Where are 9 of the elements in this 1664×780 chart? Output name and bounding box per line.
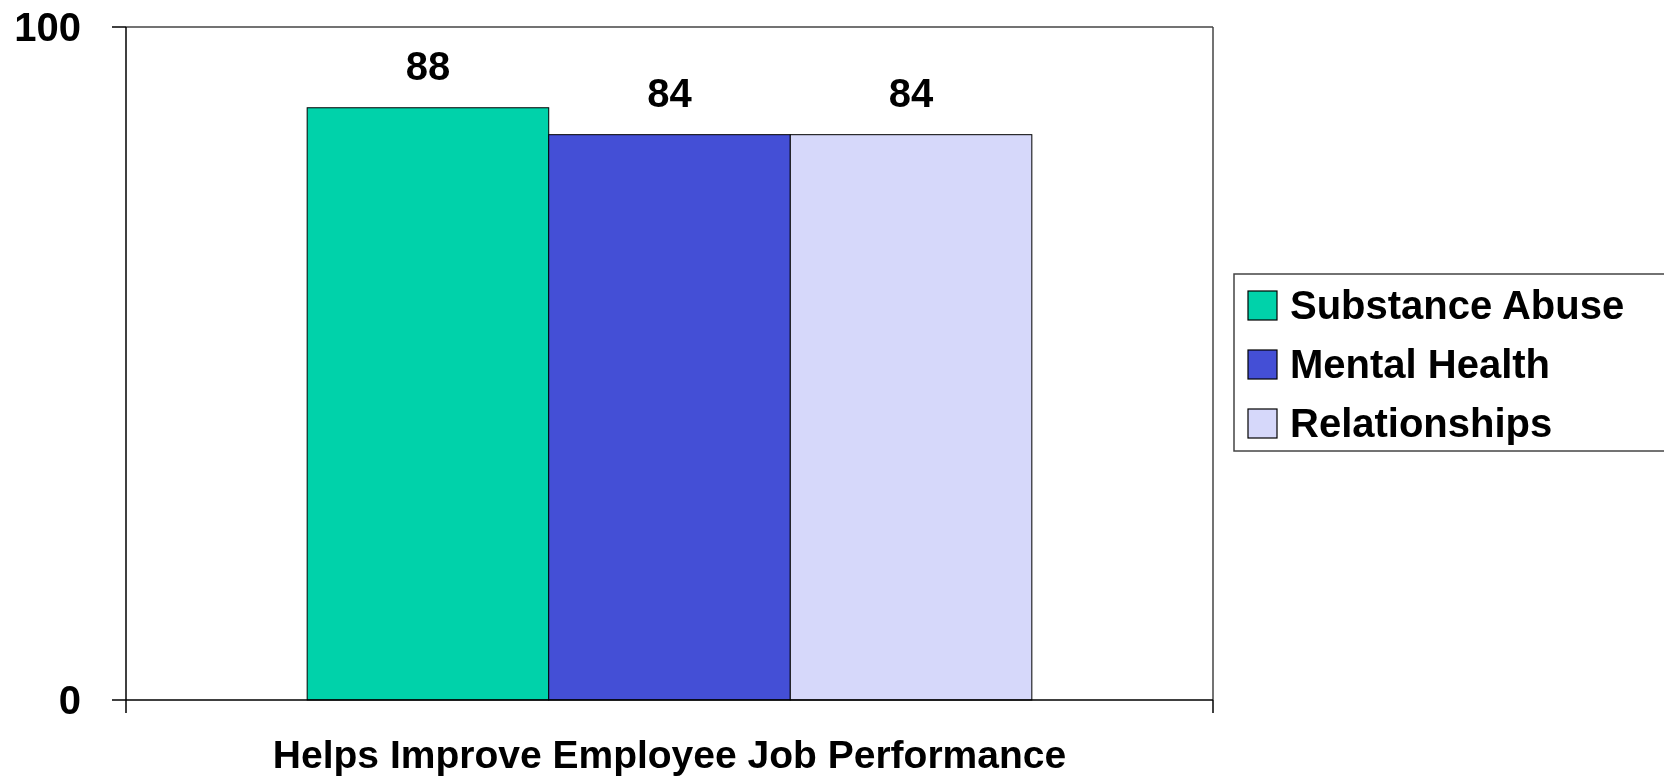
data-label: 88 bbox=[405, 43, 451, 88]
legend-label: Mental Health bbox=[1290, 342, 1551, 387]
y-tick-label: 0 bbox=[58, 678, 81, 723]
data-label: 84 bbox=[888, 70, 935, 115]
legend-label: Relationships bbox=[1290, 401, 1553, 446]
y-tick-label: 100 bbox=[14, 5, 81, 50]
legend-label: Substance Abuse bbox=[1290, 283, 1625, 328]
x-tick-label: Helps Improve Employee Job Performance bbox=[272, 733, 1067, 776]
data-label: 84 bbox=[647, 70, 693, 115]
